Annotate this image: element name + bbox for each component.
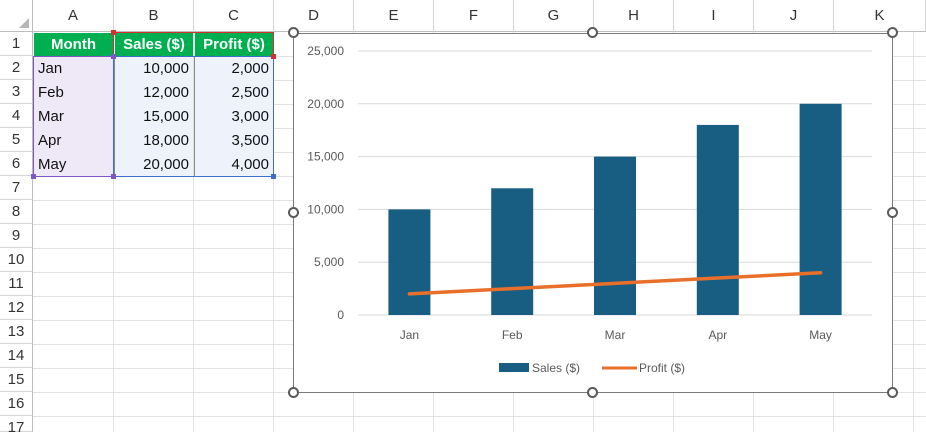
row-header-10[interactable]: 10	[0, 248, 33, 272]
profit-cell[interactable]: 3,500	[194, 129, 273, 153]
row-header-11[interactable]: 11	[0, 272, 33, 296]
row-header-9[interactable]: 9	[0, 224, 33, 248]
legend-label-profit: Profit ($)	[639, 361, 685, 375]
header-cell-month[interactable]: Month	[34, 33, 113, 57]
sales-bar	[799, 103, 842, 315]
month-cell[interactable]: May	[34, 153, 113, 177]
legend-label-sales: Sales ($)	[532, 361, 580, 375]
range-resize-handle[interactable]	[111, 174, 116, 179]
column-header-d[interactable]: D	[274, 0, 354, 32]
profit-cell[interactable]: 3,000	[194, 105, 273, 129]
chart-resize-handle-right[interactable]	[887, 207, 898, 218]
column-header-i[interactable]: I	[674, 0, 754, 32]
grid-vline	[193, 32, 194, 432]
x-tick-label: May	[809, 328, 832, 342]
profit-cell[interactable]: 4,000	[194, 153, 273, 177]
month-cell[interactable]: Feb	[34, 81, 113, 105]
grid-vline	[113, 32, 114, 432]
chart-resize-handle-bottom[interactable]	[587, 387, 598, 398]
range-resize-handle[interactable]	[271, 54, 276, 59]
row-header-5[interactable]: 5	[0, 128, 33, 152]
sales-cell[interactable]: 10,000	[114, 57, 193, 81]
combo-chart: 0 5,000 10,000 15,000 20,000 25,000 Jan Feb Mar…	[307, 44, 872, 375]
column-header-b[interactable]: B	[114, 0, 194, 32]
chart-resize-handle-top-left[interactable]	[288, 27, 299, 38]
row-header-7[interactable]: 7	[0, 176, 33, 200]
column-header-f[interactable]: F	[434, 0, 514, 32]
column-header-a[interactable]: A	[33, 0, 114, 32]
column-header-k[interactable]: K	[834, 0, 926, 32]
sales-cell[interactable]: 20,000	[114, 153, 193, 177]
column-header-c[interactable]: C	[194, 0, 274, 32]
row-header-14[interactable]: 14	[0, 344, 33, 368]
y-tick-label: 15,000	[307, 150, 344, 164]
range-resize-handle[interactable]	[271, 174, 276, 179]
grid-hline	[33, 416, 926, 417]
range-resize-handle[interactable]	[111, 54, 116, 59]
range-resize-handle[interactable]	[31, 174, 36, 179]
row-header-6[interactable]: 6	[0, 152, 33, 176]
sales-cell[interactable]: 15,000	[114, 105, 193, 129]
profit-line	[407, 271, 823, 296]
y-tick-label: 25,000	[307, 44, 344, 58]
y-tick-label: 0	[337, 308, 344, 322]
chart-resize-handle-bottom-left[interactable]	[288, 387, 299, 398]
month-cell[interactable]: Jan	[34, 57, 113, 81]
x-tick-label: Mar	[605, 328, 626, 342]
header-cell-sales[interactable]: Sales ($)	[114, 33, 193, 57]
column-header-e[interactable]: E	[354, 0, 434, 32]
sales-bar	[696, 124, 739, 315]
x-tick-label: Apr	[708, 328, 727, 342]
chart-resize-handle-bottom-right[interactable]	[887, 387, 898, 398]
profit-cell[interactable]: 2,000	[194, 57, 273, 81]
sales-cell[interactable]: 18,000	[114, 129, 193, 153]
legend-swatch-sales	[499, 363, 529, 372]
grid-vline	[273, 32, 274, 432]
row-header-13[interactable]: 13	[0, 320, 33, 344]
x-tick-label: Jan	[400, 328, 419, 342]
row-header-3[interactable]: 3	[0, 80, 33, 104]
row-header-1[interactable]: 1	[0, 32, 33, 56]
row-header-12[interactable]: 12	[0, 296, 33, 320]
sales-bar	[388, 209, 431, 315]
row-header-15[interactable]: 15	[0, 368, 33, 392]
chart-resize-handle-left[interactable]	[288, 207, 299, 218]
x-tick-label: Feb	[502, 328, 523, 342]
sales-bar	[491, 188, 534, 315]
column-header-h[interactable]: H	[594, 0, 674, 32]
header-cell-profit[interactable]: Profit ($)	[194, 33, 273, 57]
sales-bar	[594, 156, 636, 315]
month-cell[interactable]: Mar	[34, 105, 113, 129]
column-header-j[interactable]: J	[754, 0, 834, 32]
y-tick-label: 10,000	[307, 202, 344, 216]
row-header-17[interactable]: 17	[0, 416, 33, 436]
grid-vline	[913, 32, 914, 432]
row-header-4[interactable]: 4	[0, 104, 33, 128]
y-tick-label: 5,000	[314, 255, 344, 269]
chart-resize-handle-top[interactable]	[587, 27, 598, 38]
chart-object[interactable]: 0 5,000 10,000 15,000 20,000 25,000 Jan Feb Mar…	[293, 33, 893, 393]
range-resize-handle[interactable]	[111, 30, 116, 35]
select-all-corner[interactable]	[0, 0, 33, 32]
month-cell[interactable]: Apr	[34, 129, 113, 153]
select-all-triangle	[19, 18, 29, 28]
column-header-g[interactable]: G	[514, 0, 594, 32]
row-header-2[interactable]: 2	[0, 56, 33, 80]
chart-resize-handle-top-right[interactable]	[887, 27, 898, 38]
row-header-16[interactable]: 16	[0, 392, 33, 416]
row-header-8[interactable]: 8	[0, 200, 33, 224]
sales-cell[interactable]: 12,000	[114, 81, 193, 105]
profit-cell[interactable]: 2,500	[194, 81, 273, 105]
y-tick-label: 20,000	[307, 97, 344, 111]
